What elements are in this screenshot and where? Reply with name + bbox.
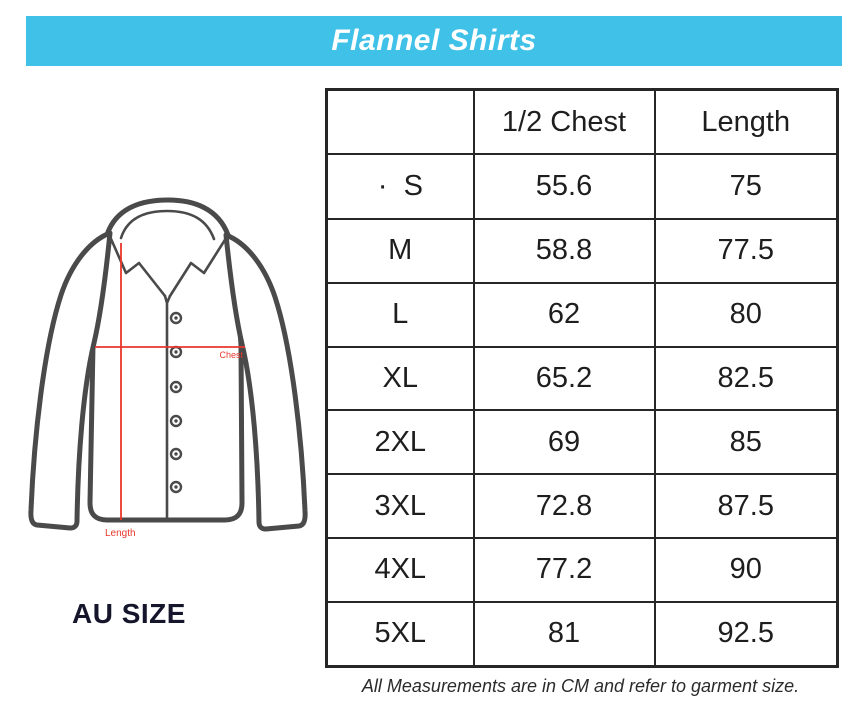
half-chest-cell: 55.6 xyxy=(472,153,656,220)
size-cell: L xyxy=(325,281,475,348)
shirt-left-lapel xyxy=(106,230,167,298)
size-cell: · S xyxy=(325,153,475,220)
size-table: 1/2 Chest Length · S 55.6 75 M 58.8 77.5… xyxy=(325,88,839,668)
half-chest-cell: 62 xyxy=(472,281,656,348)
size-cell: XL xyxy=(325,345,475,412)
half-chest-cell: 72.8 xyxy=(472,473,656,539)
size-cell: 2XL xyxy=(325,409,475,476)
size-cell: 5XL xyxy=(325,600,475,668)
size-cell: 4XL xyxy=(325,536,475,603)
table-header-row: 1/2 Chest Length xyxy=(325,88,839,156)
length-cell: 82.5 xyxy=(653,345,839,412)
col-header-size xyxy=(325,88,475,156)
table-row: 4XL 77.2 90 xyxy=(325,536,839,603)
length-cell: 80 xyxy=(653,281,839,348)
length-cell: 75 xyxy=(653,153,839,220)
half-chest-cell: 77.2 xyxy=(472,536,656,603)
col-header-half-chest: 1/2 Chest xyxy=(472,88,656,156)
shirt-buttons xyxy=(169,311,183,494)
table-row: 5XL 81 92.5 xyxy=(325,600,839,668)
half-chest-cell: 58.8 xyxy=(472,217,656,284)
half-chest-cell: 69 xyxy=(472,409,656,476)
length-cell: 87.5 xyxy=(653,473,839,539)
size-value: S xyxy=(403,169,423,202)
shirt-diagram: Chest Length xyxy=(28,197,308,539)
header-bar: Flannel Shirts xyxy=(26,16,842,66)
table-row: M 58.8 77.5 xyxy=(325,217,839,284)
table-row: · S 55.6 75 xyxy=(325,153,839,220)
shirt-right-sleeve xyxy=(223,232,308,532)
shirt-left-sleeve xyxy=(28,230,113,531)
half-chest-cell: 65.2 xyxy=(472,345,656,412)
shirt-collar xyxy=(119,209,216,241)
length-cell: 77.5 xyxy=(653,217,839,284)
table-row: XL 65.2 82.5 xyxy=(325,345,839,412)
au-size-label: AU SIZE xyxy=(72,598,186,629)
length-label: Length xyxy=(105,528,136,539)
size-cell: M xyxy=(325,217,475,284)
shirt-placket-line xyxy=(163,294,172,522)
shirt-right-lapel xyxy=(168,233,230,298)
length-cell: 85 xyxy=(653,409,839,476)
size-cell: 3XL xyxy=(325,473,475,539)
length-cell: 92.5 xyxy=(653,600,839,668)
measurements-footnote: All Measurements are in CM and refer to … xyxy=(361,676,800,696)
table-row: 3XL 72.8 87.5 xyxy=(325,473,839,539)
table-row: 2XL 69 85 xyxy=(325,409,839,476)
col-header-length: Length xyxy=(653,88,839,156)
table-row: L 62 80 xyxy=(325,281,839,348)
length-cell: 90 xyxy=(653,536,839,603)
half-chest-cell: 81 xyxy=(472,600,656,668)
chest-label: Chest xyxy=(219,350,243,360)
page-title: Flannel Shirts xyxy=(331,24,537,57)
